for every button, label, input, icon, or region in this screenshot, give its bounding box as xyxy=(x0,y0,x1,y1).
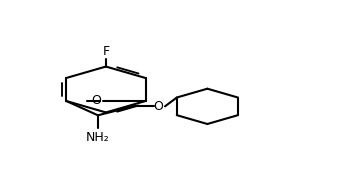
Text: O: O xyxy=(153,100,163,113)
Text: NH₂: NH₂ xyxy=(86,131,110,144)
Text: O: O xyxy=(92,95,102,107)
Text: F: F xyxy=(102,45,109,58)
